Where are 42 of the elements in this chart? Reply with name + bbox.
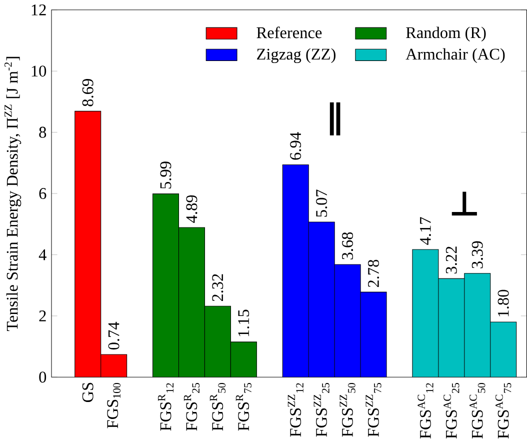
y-tick-label: 6 — [39, 188, 46, 200]
x-tick-label: FGS$^{R}$12 — [158, 383, 174, 431]
data-label: 3.22 — [446, 246, 457, 274]
annotation: ⊥ — [452, 192, 477, 216]
y-tick-label: 0 — [39, 372, 46, 383]
x-tick-label: FGS$^{ZZ}$50 — [340, 383, 356, 437]
y-tick-label: 12 — [32, 4, 46, 16]
x-tick-label: FGS$^{AC}$25 — [444, 383, 460, 439]
x-tick-label: FGS$^{ZZ}$12 — [288, 383, 304, 437]
x-tick-label: FGS$^{R}$50 — [210, 383, 226, 431]
x-tick-label: FGS$^{AC}$12 — [418, 383, 434, 439]
data-label: 5.07 — [316, 190, 328, 217]
data-label: 0.74 — [108, 322, 120, 350]
legend-label: Zigzag (ZZ) — [257, 48, 336, 64]
x-tick-label: FGS$^{AC}$75 — [496, 383, 512, 439]
x-tick-label: FGS$_{100}$ — [107, 383, 120, 428]
data-label: 3.68 — [342, 232, 354, 260]
y-tick-label: 4 — [38, 250, 46, 260]
data-label: 1.80 — [498, 290, 509, 316]
x-tick-label: FGS$^{ZZ}$75 — [366, 383, 382, 437]
data-label: 8.69 — [82, 79, 94, 106]
y-tick-label: 10 — [32, 66, 46, 77]
y-axis-title: Tensile Strain Energy Density, Π$^{ZZ}$ [J m$^{-2}$] — [4, 57, 22, 332]
x-tick-label: GS — [82, 383, 94, 402]
data-label: 5.99 — [160, 162, 172, 189]
data-label: 4.17 — [420, 217, 431, 246]
data-label: 1.15 — [238, 310, 250, 336]
y-tick-label: 2 — [39, 310, 46, 322]
legend-label: Armchair (AC) — [406, 48, 505, 64]
x-tick-label: FGS$^{R}$25 — [184, 383, 200, 431]
data-label: 6.94 — [290, 132, 302, 160]
x-tick-label: FGS$^{R}$75 — [236, 383, 252, 431]
y-tick-label: 8 — [39, 127, 46, 138]
data-label: 3.39 — [472, 241, 483, 268]
data-label: 2.78 — [368, 260, 380, 288]
x-tick-label: FGS$^{AC}$50 — [470, 383, 486, 439]
legend-label: Random (R) — [406, 26, 486, 42]
data-label: 4.89 — [186, 196, 198, 224]
data-label: 2.32 — [212, 274, 224, 302]
x-tick-label: FGS$^{ZZ}$25 — [314, 383, 330, 437]
legend-label: Reference — [256, 26, 322, 38]
annotation: ∥ — [330, 102, 340, 136]
